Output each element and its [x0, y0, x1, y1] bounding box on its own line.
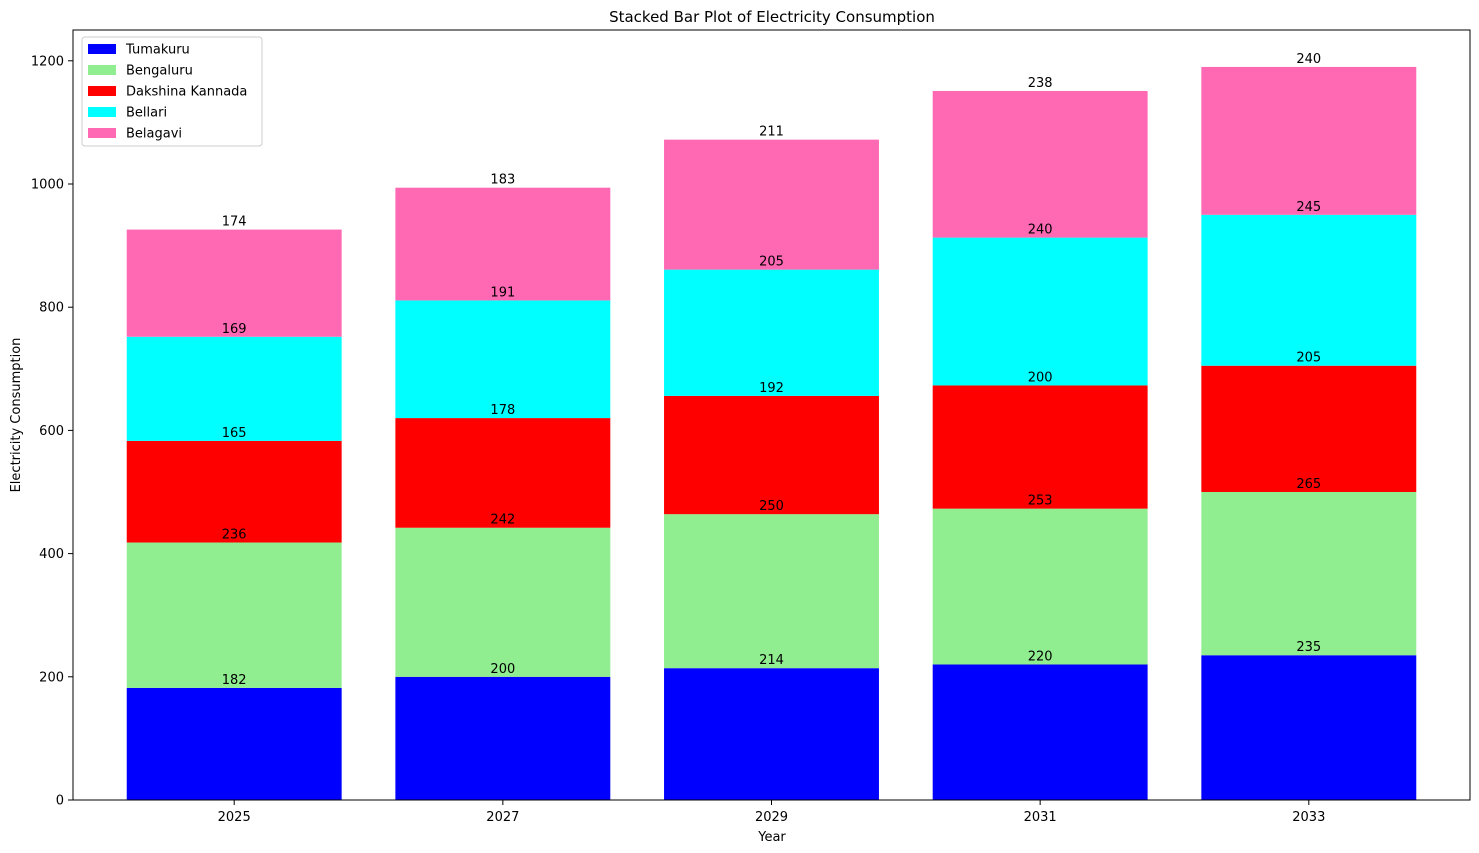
x-tick-label: 2031: [1024, 810, 1057, 825]
data-label-belagavi-2029: 211: [759, 125, 784, 140]
bar-segment-bengaluru-2031: [932, 508, 1148, 665]
bar-segment-belagavi-2027: [395, 187, 611, 301]
bar-segment-belagavi-2031: [932, 90, 1148, 238]
data-label-bellari-2033: 245: [1296, 200, 1321, 215]
chart-title: Stacked Bar Plot of Electricity Consumpt…: [609, 8, 935, 26]
data-label-belagavi-2031: 238: [1028, 76, 1053, 91]
legend-frame: [81, 36, 263, 147]
data-label-tumakuru-2029: 214: [759, 653, 784, 668]
bar-segment-dakshina-kannada-2033: [1201, 365, 1417, 492]
y-tick-label: 800: [39, 301, 64, 316]
y-tick-label: 600: [39, 424, 64, 439]
bar-segment-bengaluru-2025: [126, 542, 342, 688]
data-labels-group: 182 236 165 169 174 200 242 178 191 183 214 250 192 2…: [222, 52, 1321, 688]
bar-segment-bellari-2033: [1201, 214, 1417, 366]
bar-segment-bellari-2025: [126, 336, 342, 441]
y-tick-label: 1200: [31, 54, 64, 69]
legend-entry-label: Belagavi: [126, 127, 182, 142]
bar-segment-tumakuru-2031: [932, 664, 1148, 800]
data-label-tumakuru-2031: 220: [1028, 649, 1053, 664]
bar-segment-dakshina-kannada-2025: [126, 440, 342, 543]
data-label-bengaluru-2025: 236: [222, 528, 247, 543]
y-tick-label: 1000: [31, 178, 64, 193]
legend-entry-label: Tumakuru: [125, 43, 190, 58]
x-tick-label: 2033: [1292, 810, 1325, 825]
bar-segment-bengaluru-2027: [395, 527, 611, 677]
bar-segment-bellari-2027: [395, 300, 611, 419]
x-tick-label: 2029: [755, 810, 788, 825]
data-label-bengaluru-2027: 242: [490, 513, 515, 528]
bar-segment-tumakuru-2027: [395, 676, 611, 800]
y-tick-label: 0: [56, 794, 64, 809]
y-axis-label: Electricity Consumption: [9, 338, 24, 493]
data-label-tumakuru-2027: 200: [490, 662, 515, 677]
data-label-dakshina-kannada-2025: 165: [222, 426, 247, 441]
data-label-bengaluru-2029: 250: [759, 499, 784, 514]
data-label-bengaluru-2031: 253: [1028, 494, 1053, 509]
bar-segment-bellari-2029: [664, 269, 879, 396]
data-label-belagavi-2025: 174: [222, 215, 247, 230]
x-tick-label: 2027: [486, 810, 519, 825]
x-tick-label: 2025: [218, 810, 251, 825]
bar-segment-tumakuru-2029: [664, 668, 879, 800]
data-label-dakshina-kannada-2033: 205: [1296, 351, 1321, 366]
data-label-bellari-2029: 205: [759, 255, 784, 270]
data-label-bellari-2025: 169: [222, 322, 247, 337]
bar-segment-dakshina-kannada-2031: [932, 385, 1148, 509]
y-tick-label: 400: [39, 547, 64, 562]
bars-group: [126, 66, 1417, 800]
data-label-bellari-2027: 191: [490, 285, 515, 300]
bar-segment-bellari-2031: [932, 237, 1148, 386]
legend-entry-label: Bengaluru: [126, 64, 193, 79]
data-label-dakshina-kannada-2031: 200: [1028, 370, 1053, 385]
bar-segment-tumakuru-2033: [1201, 655, 1417, 800]
data-label-belagavi-2027: 183: [490, 173, 515, 188]
bar-segment-belagavi-2029: [664, 139, 879, 270]
y-axis: 0 200 400 600 800 1000 1200: [31, 54, 73, 809]
bar-segment-belagavi-2025: [126, 229, 342, 337]
data-label-dakshina-kannada-2027: 178: [490, 403, 515, 418]
legend-entry-label: Dakshina Kannada: [126, 85, 247, 100]
data-label-belagavi-2033: 240: [1296, 52, 1321, 67]
legend-entry-label: Bellari: [126, 106, 167, 121]
legend-swatch: [88, 44, 116, 54]
bar-segment-dakshina-kannada-2027: [395, 418, 611, 528]
bar-segment-bengaluru-2033: [1201, 492, 1417, 656]
bar-segment-tumakuru-2025: [126, 687, 342, 800]
bar-segment-bengaluru-2029: [664, 514, 879, 669]
x-axis-label: Year: [757, 830, 786, 845]
y-tick-label: 200: [39, 670, 64, 685]
legend: Tumakuru Bengaluru Dakshina Kannada Bellari…: [81, 36, 263, 147]
legend-swatch: [88, 86, 116, 96]
legend-swatch: [88, 107, 116, 117]
data-label-bengaluru-2033: 265: [1296, 477, 1321, 492]
data-label-tumakuru-2033: 235: [1296, 640, 1321, 655]
bar-segment-belagavi-2033: [1201, 66, 1417, 215]
data-label-bellari-2031: 240: [1028, 223, 1053, 238]
legend-swatch: [88, 128, 116, 138]
data-label-tumakuru-2025: 182: [222, 673, 247, 688]
data-label-dakshina-kannada-2029: 192: [759, 381, 784, 396]
bar-segment-dakshina-kannada-2029: [664, 395, 879, 515]
legend-swatch: [88, 65, 116, 75]
x-axis: 2025 2027 2029 2031 2033: [218, 800, 1325, 825]
